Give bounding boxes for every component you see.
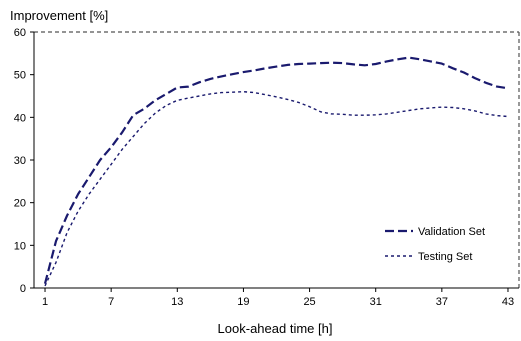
y-tick-label: 60: [14, 27, 26, 39]
axis-ticks: 0 10 20 30 40 50 60 1 7 13 19 25 31 37 43: [14, 27, 514, 308]
y-tick-label: 50: [14, 70, 26, 82]
x-tick-label: 31: [370, 296, 382, 308]
legend: Validation Set Testing Set: [385, 226, 485, 263]
plot-area: [33, 31, 520, 289]
x-tick-label: 1: [42, 296, 48, 308]
x-tick-label: 19: [237, 296, 249, 308]
series-layer: [43, 56, 509, 287]
legend-label-testing: Testing Set: [418, 251, 472, 263]
x-axis-label: Look-ahead time [h]: [218, 321, 333, 336]
series-line-validation: [43, 56, 509, 284]
x-tick-label: 7: [108, 296, 114, 308]
x-tick-label: 13: [171, 296, 183, 308]
x-tick-label: 43: [502, 296, 514, 308]
y-tick-label: 30: [14, 155, 26, 167]
y-tick-label: 20: [14, 198, 26, 210]
x-tick-label: 37: [436, 296, 448, 308]
legend-label-validation: Validation Set: [418, 226, 485, 238]
y-tick-label: 10: [14, 240, 26, 252]
x-tick-label: 25: [303, 296, 315, 308]
y-axis-label: Improvement [%]: [10, 8, 108, 23]
y-tick-label: 40: [14, 112, 26, 124]
y-tick-label: 0: [20, 283, 26, 295]
series-line-testing: [44, 90, 509, 287]
